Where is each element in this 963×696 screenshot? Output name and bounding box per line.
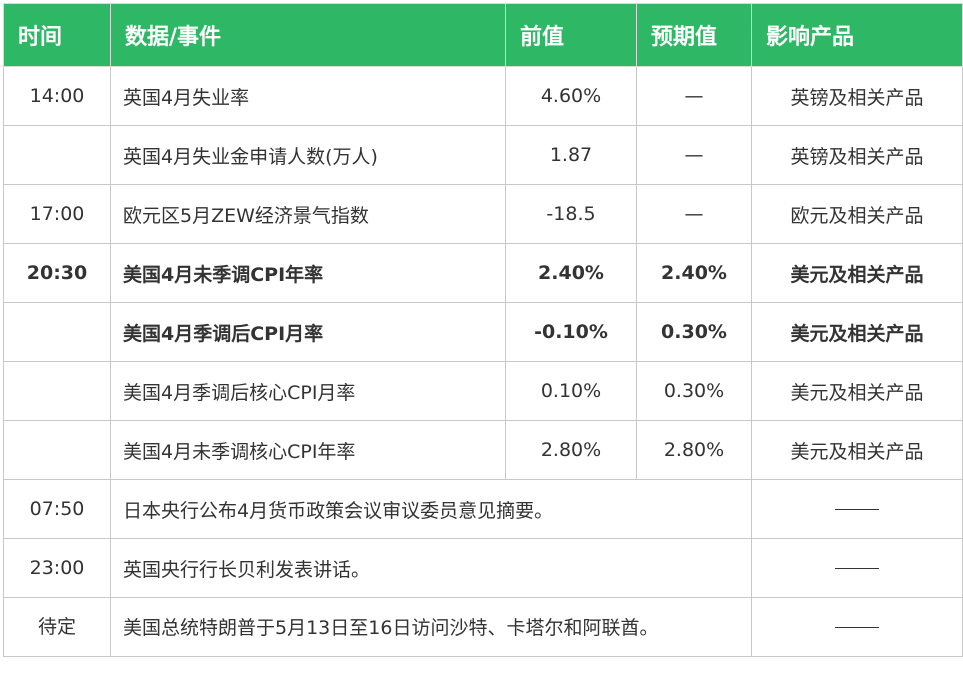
table-row: 20:30 美国4月未季调CPI年率 2.40% 2.40% 美元及相关产品	[3, 243, 963, 303]
row-event: 美国4月季调后核心CPI月率	[110, 361, 506, 421]
row-expected: —	[636, 184, 752, 244]
event-products-dash	[751, 597, 963, 657]
row-products: 美元及相关产品	[751, 420, 963, 480]
event-products-dash	[751, 538, 963, 598]
table-header-row: 时间 数据/事件 前值 预期值 影响产品	[3, 3, 963, 67]
event-time: 23:00	[3, 538, 111, 598]
row-time: 20:30	[3, 243, 111, 303]
table-row: 美国4月季调后核心CPI月率 0.10% 0.30% 美元及相关产品	[3, 361, 963, 421]
event-description: 日本央行公布4月货币政策会议审议委员意见摘要。	[110, 479, 752, 539]
row-previous: 2.80%	[505, 420, 637, 480]
row-time	[3, 420, 111, 480]
header-previous: 前值	[505, 3, 637, 67]
event-row: 23:00 英国央行行长贝利发表讲话。	[3, 538, 963, 598]
row-previous: -18.5	[505, 184, 637, 244]
header-expected: 预期值	[636, 3, 752, 67]
row-event: 英国4月失业率	[110, 66, 506, 126]
row-previous: -0.10%	[505, 302, 637, 362]
row-previous: 0.10%	[505, 361, 637, 421]
event-row: 07:50 日本央行公布4月货币政策会议审议委员意见摘要。	[3, 479, 963, 539]
row-products: 欧元及相关产品	[751, 184, 963, 244]
row-expected: —	[636, 66, 752, 126]
event-products-dash	[751, 479, 963, 539]
event-description: 英国央行行长贝利发表讲话。	[110, 538, 752, 598]
header-time: 时间	[3, 3, 111, 67]
table-row: 14:00 英国4月失业率 4.60% — 英镑及相关产品	[3, 66, 963, 126]
table-row: 美国4月季调后CPI月率 -0.10% 0.30% 美元及相关产品	[3, 302, 963, 362]
row-time: 14:00	[3, 66, 111, 126]
table-row: 英国4月失业金申请人数(万人) 1.87 — 英镑及相关产品	[3, 125, 963, 185]
event-time: 待定	[3, 597, 111, 657]
event-description: 美国总统特朗普于5月13日至16日访问沙特、卡塔尔和阿联酋。	[110, 597, 752, 657]
dash-line	[835, 627, 879, 628]
table-row: 17:00 欧元区5月ZEW经济景气指数 -18.5 — 欧元及相关产品	[3, 184, 963, 244]
row-time	[3, 302, 111, 362]
row-products: 英镑及相关产品	[751, 125, 963, 185]
row-expected: 0.30%	[636, 302, 752, 362]
row-expected: 2.80%	[636, 420, 752, 480]
row-expected: 0.30%	[636, 361, 752, 421]
economic-calendar-table: 时间 数据/事件 前值 预期值 影响产品 14:00 英国4月失业率 4.60%…	[3, 3, 963, 657]
row-time	[3, 361, 111, 421]
row-expected: —	[636, 125, 752, 185]
row-previous: 1.87	[505, 125, 637, 185]
row-products: 美元及相关产品	[751, 243, 963, 303]
row-event: 美国4月未季调CPI年率	[110, 243, 506, 303]
row-event: 美国4月季调后CPI月率	[110, 302, 506, 362]
row-previous: 4.60%	[505, 66, 637, 126]
table-row: 美国4月未季调核心CPI年率 2.80% 2.80% 美元及相关产品	[3, 420, 963, 480]
header-event: 数据/事件	[110, 3, 506, 67]
row-event: 英国4月失业金申请人数(万人)	[110, 125, 506, 185]
event-time: 07:50	[3, 479, 111, 539]
row-time: 17:00	[3, 184, 111, 244]
row-previous: 2.40%	[505, 243, 637, 303]
row-event: 欧元区5月ZEW经济景气指数	[110, 184, 506, 244]
dash-line	[835, 509, 879, 510]
row-time	[3, 125, 111, 185]
header-products: 影响产品	[751, 3, 963, 67]
row-expected: 2.40%	[636, 243, 752, 303]
row-products: 美元及相关产品	[751, 361, 963, 421]
event-row: 待定 美国总统特朗普于5月13日至16日访问沙特、卡塔尔和阿联酋。	[3, 597, 963, 657]
dash-line	[835, 568, 879, 569]
row-products: 美元及相关产品	[751, 302, 963, 362]
row-products: 英镑及相关产品	[751, 66, 963, 126]
row-event: 美国4月未季调核心CPI年率	[110, 420, 506, 480]
